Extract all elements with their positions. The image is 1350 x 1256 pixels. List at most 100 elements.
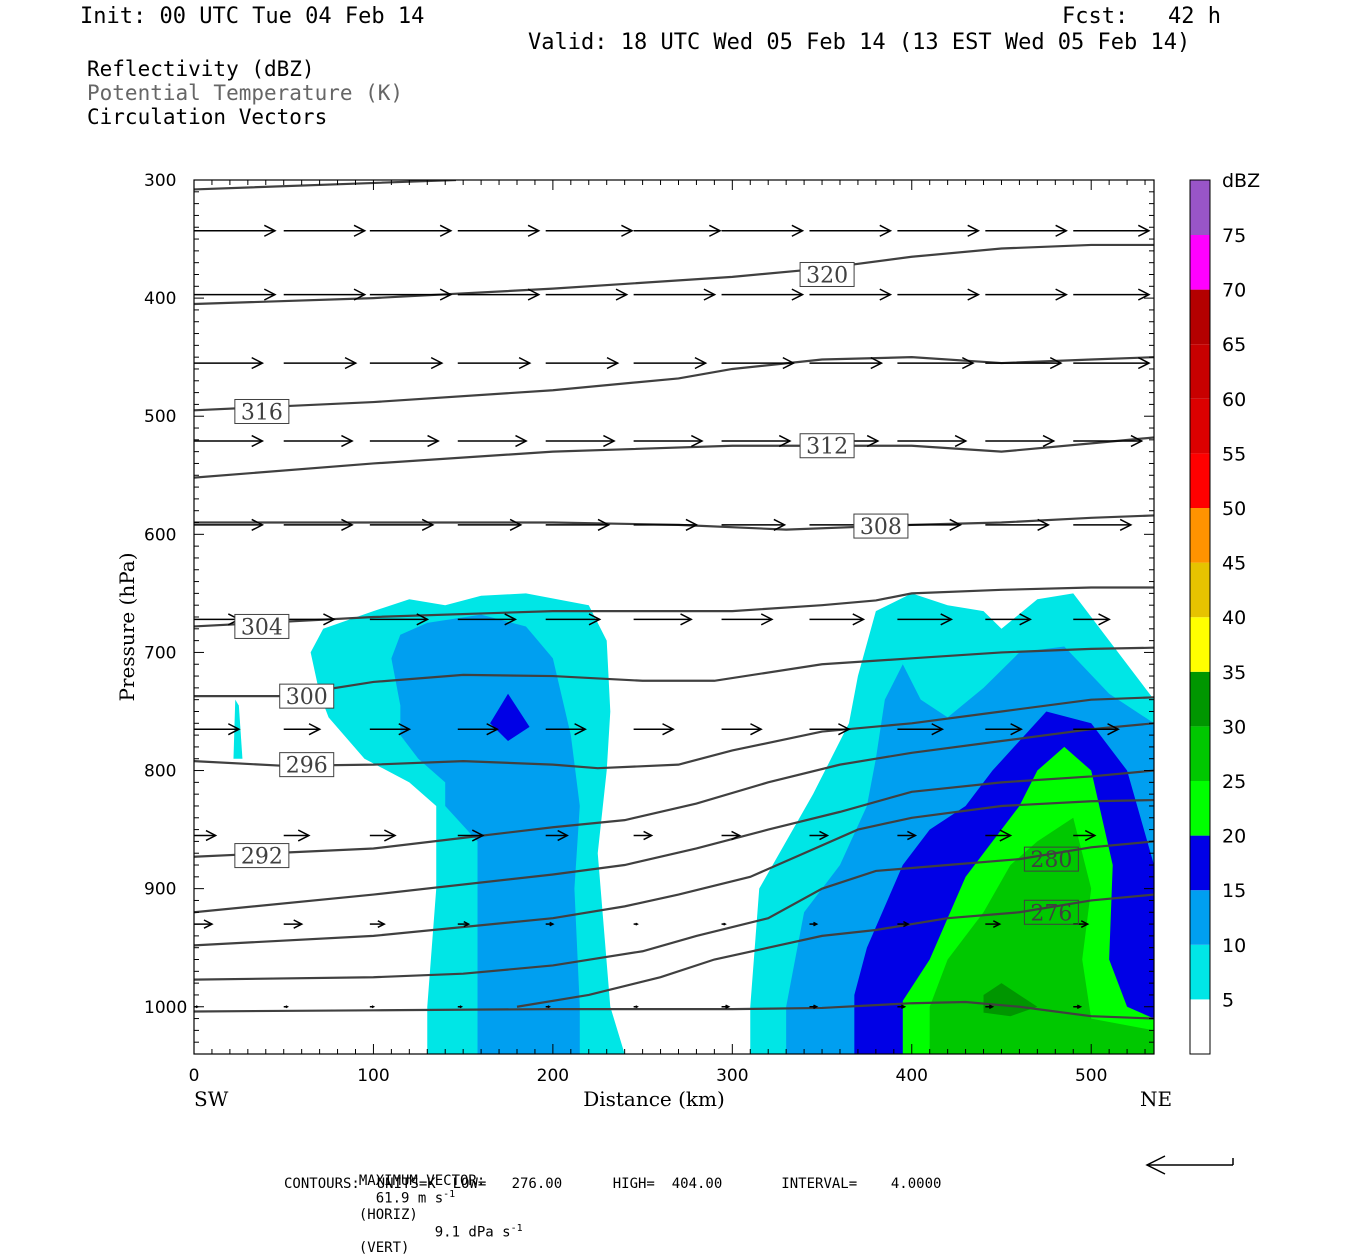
max-vector-label: MAXIMUM VECTOR:: [358, 1173, 486, 1189]
reference-vector-icon: [1145, 1155, 1234, 1175]
vector-672-10: [1073, 613, 1111, 626]
colorbar-label-75: 75: [1222, 225, 1246, 247]
vector-592-3-head: [509, 518, 523, 531]
colorbar-frame: [1189, 179, 1211, 1055]
vector-855-1: [283, 829, 311, 842]
vector-343-1: [283, 224, 367, 237]
vector-855-9: [985, 829, 1013, 842]
vector-592-10: [1073, 518, 1133, 531]
x-tick-label-500: 500: [1075, 1066, 1107, 1086]
vector-592-6: [721, 518, 787, 531]
vector-397-0: [194, 288, 277, 301]
theta-label-320: 320: [806, 263, 848, 288]
theta-label-312: 312: [806, 435, 848, 460]
vector-765-6: [721, 723, 763, 736]
vector-592-3: [457, 518, 523, 531]
vector-930-0-head: [203, 919, 214, 929]
vector-397-0-head: [263, 288, 277, 301]
vector-930-8-head: [903, 920, 910, 928]
vector-343-2-head: [439, 224, 453, 237]
vector-592-2: [369, 518, 435, 531]
theta-contour-12: [194, 1000, 1154, 1020]
vector-1000-2: [369, 1005, 376, 1009]
vector-765-9: [985, 723, 1023, 736]
vector-343-9-head: [1055, 224, 1068, 237]
theta-contour-300: [194, 646, 1154, 698]
vector-672-2-head: [416, 613, 430, 626]
theta-contour-276: [516, 893, 1154, 1008]
vector-455-8: [897, 356, 975, 370]
max-vector-horiz: 61.9 m s: [375, 1190, 444, 1207]
vector-672-3-head: [504, 613, 518, 626]
vector-930-9-head: [992, 920, 1002, 929]
vector-343-5-head: [708, 224, 722, 237]
x-tick-label-300: 300: [716, 1066, 748, 1086]
vector-592-8-head: [949, 518, 963, 531]
vector-592-5-head: [685, 518, 699, 531]
colorbar-cell-5: [1190, 726, 1210, 781]
vector-397-2: [369, 288, 453, 301]
vector-592-0-head: [251, 518, 265, 531]
theta-label-276: 276: [1030, 901, 1072, 926]
vector-672-1: [283, 613, 336, 626]
vector-1000-4: [545, 1005, 551, 1009]
vector-930-2-head: [377, 920, 386, 929]
vector-592-9: [985, 518, 1050, 531]
vector-455-6-head: [782, 356, 796, 370]
vector-1000-6-head: [725, 1004, 731, 1010]
vector-397-10-head: [1137, 288, 1151, 301]
colorbar-cell-15: [1190, 180, 1210, 235]
vector-930-2: [369, 920, 386, 929]
colorbar-label-45: 45: [1222, 553, 1246, 575]
vector-592-1: [283, 518, 354, 531]
colorbar-label-30: 30: [1222, 716, 1246, 738]
x-right-label: NE: [1140, 1087, 1172, 1111]
vector-855-3: [457, 829, 485, 842]
vector-455-7-head: [870, 356, 884, 370]
vector-855-4: [545, 829, 569, 842]
theta-contour-312: [194, 436, 1154, 479]
vector-1000-9-head: [988, 1004, 995, 1010]
vector-592-9-head: [1037, 518, 1050, 531]
vector-343-10-head: [1137, 224, 1151, 237]
colorbar-title: dBZ: [1222, 170, 1260, 192]
colorbar-label-70: 70: [1222, 280, 1246, 302]
vector-1000-1-head: [285, 1005, 289, 1009]
theta-contour-8: [194, 769, 1154, 914]
vector-672-6-head: [760, 613, 774, 626]
vector-343-6-head: [791, 224, 805, 237]
vector-855-10: [1073, 829, 1097, 842]
y-tick-label-500: 500: [144, 407, 176, 427]
vector-1000-10-head: [1076, 1004, 1083, 1010]
vector-455-1: [283, 356, 358, 370]
vector-765-3: [457, 723, 500, 736]
vector-343-6: [721, 224, 805, 237]
vector-455-0-head: [251, 356, 265, 370]
vector-592-5: [633, 518, 699, 531]
colorbar-cell-8: [1190, 562, 1210, 618]
vector-1000-6: [721, 1004, 731, 1010]
vector-1000-5-head: [635, 1005, 639, 1009]
vector-930-3: [457, 920, 471, 928]
vector-855-6-head: [731, 830, 742, 841]
vector-930-8: [897, 920, 910, 928]
vector-765-10: [1073, 723, 1120, 736]
vector-397-6: [721, 288, 805, 301]
vector-521-3-head: [515, 434, 528, 448]
vector-930-6: [721, 922, 727, 926]
vector-930-7-head: [813, 921, 819, 927]
vector-343-4-head: [621, 224, 634, 237]
vector-343-3: [457, 224, 541, 237]
vector-765-8-head: [931, 723, 945, 736]
vector-672-3: [457, 613, 518, 626]
vector-397-3: [457, 288, 541, 301]
vector-765-9-head: [1010, 723, 1023, 736]
y-tick-label-700: 700: [144, 643, 176, 663]
vector-1000-3-head: [459, 1005, 464, 1009]
vector-397-3-head: [527, 288, 541, 301]
vector-930-5-head: [635, 922, 639, 926]
vector-455-9-head: [1049, 356, 1063, 370]
vector-930-7: [809, 921, 819, 927]
vector-855-2: [369, 829, 397, 842]
x-tick-label-400: 400: [896, 1066, 928, 1086]
